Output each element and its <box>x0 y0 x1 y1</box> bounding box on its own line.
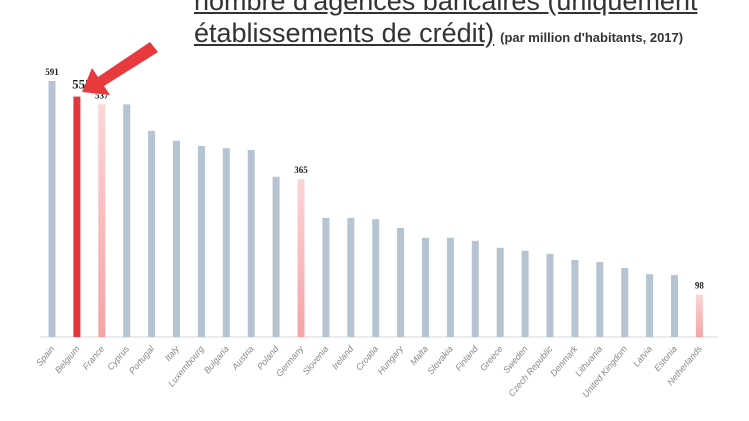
bar-slovakia <box>446 237 454 337</box>
bar-italy <box>173 140 180 337</box>
bar-denmark <box>571 259 579 337</box>
bar-sweden <box>521 250 529 337</box>
tick-label: Ireland <box>330 343 356 371</box>
bar-bulgaria <box>222 148 230 337</box>
tick-label: Spain <box>34 344 56 368</box>
bar-lithuania <box>596 262 604 337</box>
bar-austria <box>247 149 255 337</box>
bar-poland <box>272 176 280 337</box>
data-label: 365 <box>294 165 308 175</box>
tick-label: Belgium <box>53 343 82 375</box>
bar-greece <box>496 247 504 337</box>
bar-netherlands <box>695 294 703 337</box>
tick-label: Bulgaria <box>202 344 231 376</box>
bar-ireland <box>347 217 355 337</box>
tick-label: France <box>81 344 107 372</box>
bar-germany <box>297 178 305 337</box>
data-label: 591 <box>45 67 59 77</box>
bar-latvia <box>646 274 654 337</box>
chart-title-line2: établissements de crédit) (par million d'… <box>194 18 683 49</box>
bar-finland <box>471 240 479 337</box>
bar-malta <box>422 237 429 337</box>
chart-title-line2-text: établissements de crédit) <box>194 18 495 48</box>
bar-croatia <box>372 219 380 337</box>
tick-label: Czech Republic <box>506 343 554 398</box>
tick-label: Slovakia <box>425 344 455 376</box>
chart-subtitle: (par million d'habitants, 2017) <box>500 30 684 45</box>
tick-label: Finland <box>453 343 480 373</box>
tick-label: Slovenia <box>301 344 331 377</box>
bar-czech-republic <box>546 253 554 337</box>
tick-label: Austria <box>229 344 255 373</box>
bar-spain <box>48 81 56 337</box>
tick-label: Germany <box>274 343 306 378</box>
tick-label: Malta <box>408 344 430 367</box>
data-label: 537 <box>95 90 109 100</box>
annotation-arrow <box>82 42 158 95</box>
bar-belgium <box>73 96 81 338</box>
bar-united-kingdom <box>621 268 629 337</box>
bar-estonia <box>671 275 678 337</box>
data-label: 98 <box>695 281 705 291</box>
bar-portugal <box>148 130 156 337</box>
tick-label: Portugal <box>127 343 157 376</box>
tick-label: United Kingdom <box>580 343 629 399</box>
bar-france <box>98 104 106 337</box>
tick-label: Latvia <box>631 344 654 369</box>
chart-title-line1: nombre d'agences bancaires (uniquement <box>194 0 698 16</box>
tick-label: Hungary <box>376 343 406 376</box>
bar-hungary <box>397 227 405 337</box>
bar-slovenia <box>322 217 330 337</box>
bar-luxembourg <box>197 145 205 337</box>
bar-cyprus <box>123 104 131 337</box>
tick-label: Italy <box>163 343 182 362</box>
